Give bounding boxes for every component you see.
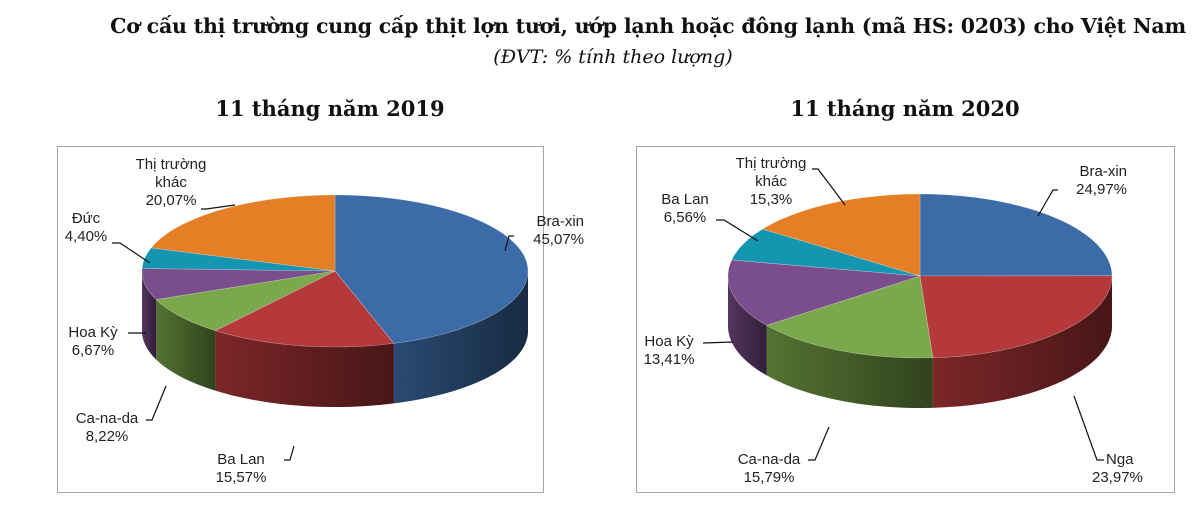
data-label-ca-na-da-2020: Ca-na-da 15,79% bbox=[737, 451, 801, 486]
pie-slice-Nga bbox=[919, 275, 1113, 359]
leader-line-nga-2020 bbox=[1073, 395, 1104, 461]
pie-slice-Bra-xin bbox=[919, 193, 1113, 277]
leader-line-bra-xin-2019 bbox=[504, 235, 514, 252]
pie-top-faces bbox=[727, 193, 1113, 359]
unit-subtitle: (ĐVT: % tính theo lượng) bbox=[493, 46, 733, 68]
leader-line-hoa-ky-2020 bbox=[702, 341, 734, 344]
leader-line-ca-na-da-2019 bbox=[146, 385, 167, 421]
leader-line-duc-2019 bbox=[112, 242, 151, 264]
pie-slice-Thị trường khác bbox=[150, 194, 336, 272]
chart-title-2020: 11 tháng năm 2020 bbox=[790, 96, 1020, 121]
pie-side-walls bbox=[728, 276, 1112, 408]
leader-line-ba-lan-2019 bbox=[284, 445, 295, 461]
pie-top-faces bbox=[141, 194, 529, 348]
pie-slice-Đức bbox=[141, 247, 336, 272]
data-label-duc-2019: Đức 4,40% bbox=[64, 210, 108, 245]
pie-slice-Hoa Kỳ bbox=[141, 268, 336, 300]
data-label-ca-na-da-2019: Ca-na-da 8,22% bbox=[75, 410, 139, 445]
pie-chart-2019 bbox=[141, 194, 529, 407]
data-label-khac-2019: Thị trường khác 20,07% bbox=[135, 156, 207, 209]
pie-side-walls bbox=[142, 271, 528, 407]
data-label-bra-xin-2019: Bra-xin 45,07% bbox=[533, 213, 584, 248]
leader-line-ba-lan-2020 bbox=[716, 219, 759, 242]
pie-slice-Ba Lan bbox=[731, 228, 921, 277]
pie-slice-Thị trường khác bbox=[761, 193, 921, 277]
data-label-ba-lan-2020: Ba Lan 6,56% bbox=[661, 191, 709, 226]
pie-slice-Hoa Kỳ bbox=[727, 259, 921, 326]
leader-line-khac-2019 bbox=[201, 204, 236, 210]
leader-line-bra-xin-2020 bbox=[1037, 189, 1058, 217]
pie-slice-Ca-na-da bbox=[765, 275, 934, 359]
data-label-nga-2020: Nga 23,97% bbox=[1092, 451, 1143, 486]
pie-slice-Ca-na-da bbox=[155, 270, 336, 331]
data-label-khac-2020: Thị trường khác 15,3% bbox=[735, 155, 807, 208]
chart-title-2019: 11 tháng năm 2019 bbox=[215, 96, 445, 121]
pie-slice-Ba Lan bbox=[214, 270, 395, 348]
pie-chart-2020 bbox=[727, 193, 1113, 408]
pie-slice-Bra-xin bbox=[334, 194, 529, 344]
data-label-hoa-ky-2019: Hoa Kỳ 6,67% bbox=[68, 324, 118, 359]
leader-lines bbox=[112, 168, 1104, 461]
leader-line-ca-na-da-2020 bbox=[808, 426, 830, 461]
leader-line-khac-2020 bbox=[812, 168, 846, 206]
data-label-bra-xin-2020: Bra-xin 24,97% bbox=[1076, 163, 1127, 198]
main-title: Cơ cấu thị trường cung cấp thịt lợn tươi… bbox=[110, 14, 1186, 38]
data-label-hoa-ky-2020: Hoa Kỳ 13,41% bbox=[643, 333, 695, 368]
data-label-ba-lan-2019: Ba Lan 15,57% bbox=[215, 451, 267, 486]
